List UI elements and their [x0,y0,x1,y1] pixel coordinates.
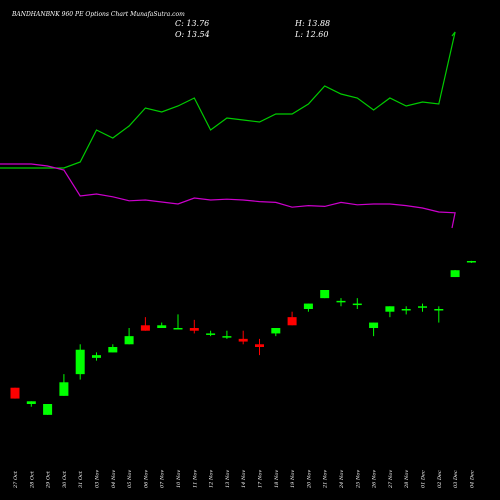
date-tick-label: 26 Nov [372,470,378,489]
low-readout: L: 12.60 [294,30,328,39]
date-tick-label: 06 Nov [143,470,149,488]
candle-body [26,401,36,404]
date-tick-label: 04 Nov [111,470,117,488]
chart-title: BANDHANBNK 960 PE Options Chart MunafaSu… [11,11,185,18]
candle [271,328,281,337]
candle-body [140,325,150,331]
date-tick-label: 31 Oct [78,470,84,488]
date-tick-label: 18 Nov [274,470,280,488]
date-tick-label: 03 Nov [95,470,101,488]
candle-body [238,338,248,342]
candle-body [43,404,53,415]
date-tick-label: 29 Oct [46,470,52,489]
candle-body [287,317,297,326]
candle-body [336,300,346,303]
date-tick-label: 04 Dec [469,470,475,488]
date-tick-label: 28 Oct [29,470,35,489]
candle [189,319,199,334]
candle [108,344,118,353]
candle-body [418,306,427,308]
date-tick-label: 24 Nov [339,470,345,489]
date-tick-label: 27 Nov [388,470,394,489]
date-tick-label: 21 Nov [323,470,329,489]
candle-body [92,355,101,358]
candle-body [271,328,281,334]
high-readout: H: 13.88 [294,19,330,28]
candle [43,404,53,415]
candle [238,330,248,345]
candle-body [157,325,167,328]
candle [75,344,85,380]
candle [418,303,427,312]
candle [466,260,476,263]
candle-body [369,322,379,328]
candle [320,290,330,299]
date-tick-label: 07 Nov [160,470,166,488]
date-tick-label: 20 Nov [306,470,312,489]
date-tick-label: 17 Nov [258,470,264,488]
date-tick-label: 25 Nov [355,470,361,489]
candle-body [222,336,232,338]
date-tick-label: 14 Nov [241,470,247,488]
candle-body [173,328,183,330]
date-tick-label: 13 Nov [225,470,231,488]
candle-body [466,261,476,263]
candle-body [124,336,134,345]
candle [26,401,36,407]
candle-body [385,306,395,312]
candle-body [401,309,411,311]
candle-body [75,349,85,375]
candle-body [303,303,313,309]
candle [352,298,362,309]
candle-body [450,270,460,278]
candle-body [108,347,118,353]
candle [385,306,395,318]
candle [401,306,411,315]
date-tick-label: 02 Dec [437,470,443,488]
candle [222,330,232,339]
candles [10,260,476,415]
candle [140,317,150,331]
candle-body [320,290,330,299]
candle [59,374,69,396]
x-axis-dates: 27 Oct 28 Oct 29 Oct 30 Oct 31 Oct 03 Nov 04 N… [13,470,475,489]
candle [369,322,379,337]
candle [336,298,346,307]
candle-body [255,344,264,347]
candle-body [352,303,362,306]
date-tick-label: 05 Nov [127,470,133,488]
indicator-lines [0,31,456,229]
candle [124,328,134,345]
candle [287,311,297,326]
candle-body [10,387,20,399]
date-tick-label: 30 Oct [62,470,68,488]
candle [255,338,264,356]
date-tick-label: 01 Dec [421,470,427,488]
date-tick-label: 27 Oct [13,470,19,489]
candle-body [189,328,199,331]
candle [10,387,20,399]
date-tick-label: 03 Dec [453,470,459,488]
candle [434,306,444,323]
candle [206,330,216,337]
lower-line [0,163,456,229]
date-tick-label: 19 Nov [290,470,296,488]
candle-body [59,382,69,396]
candle-body [206,333,216,335]
date-tick-label: 11 Nov [192,470,198,488]
upper-line [0,31,456,169]
candle [92,352,101,361]
candle [303,303,313,312]
date-tick-label: 28 Nov [404,470,410,489]
candle [173,314,183,330]
date-tick-label: 10 Nov [176,470,182,488]
candle [157,322,167,328]
candle-body [434,309,444,311]
open-readout: O: 13.54 [175,30,210,39]
candle [450,269,460,278]
close-readout: C: 13.76 [175,19,209,28]
date-tick-label: 12 Nov [209,470,215,488]
